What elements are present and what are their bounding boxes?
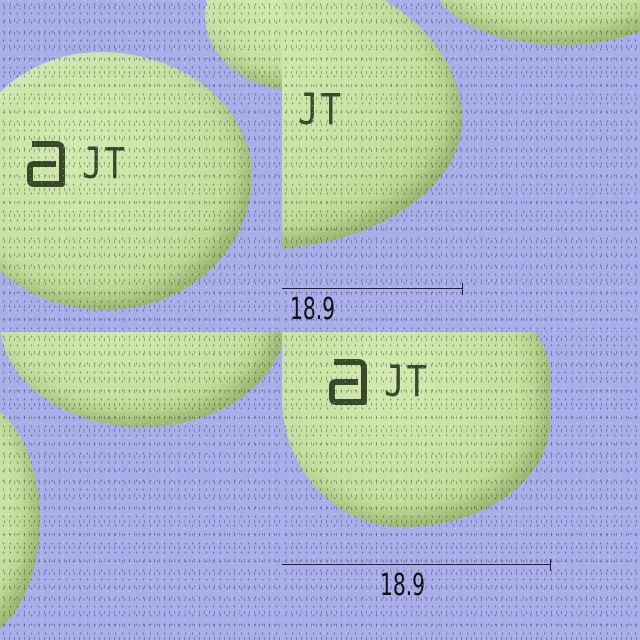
abbott-logo-icon — [329, 359, 367, 405]
imprint-text: JT — [298, 85, 343, 135]
scale-label: 18.9 — [290, 292, 336, 327]
scale-label: 18.9 — [380, 568, 426, 603]
imprint-text: JT — [384, 357, 429, 407]
panel-top-right: JT 18.9 — [282, 0, 640, 332]
imprint-bottom-right: JT — [328, 356, 429, 408]
tablet-partial-bottom — [0, 332, 282, 427]
tablet-partial-left — [0, 400, 40, 640]
imprint-top-right: JT — [298, 85, 343, 135]
tablet-front — [282, 332, 550, 527]
tablet-partial-top-right — [432, 0, 640, 45]
tablet-partial-top — [205, 0, 282, 90]
imprint-top-left: JT — [26, 138, 127, 190]
panel-bottom-left — [0, 332, 282, 640]
scale-bar — [282, 559, 551, 571]
imprint-text: JT — [82, 139, 127, 189]
panel-bottom-right: JT 18.9 — [282, 332, 640, 640]
panel-top-left: JT — [0, 0, 282, 332]
scale-bar — [282, 283, 463, 295]
abbott-logo-icon — [27, 141, 65, 187]
